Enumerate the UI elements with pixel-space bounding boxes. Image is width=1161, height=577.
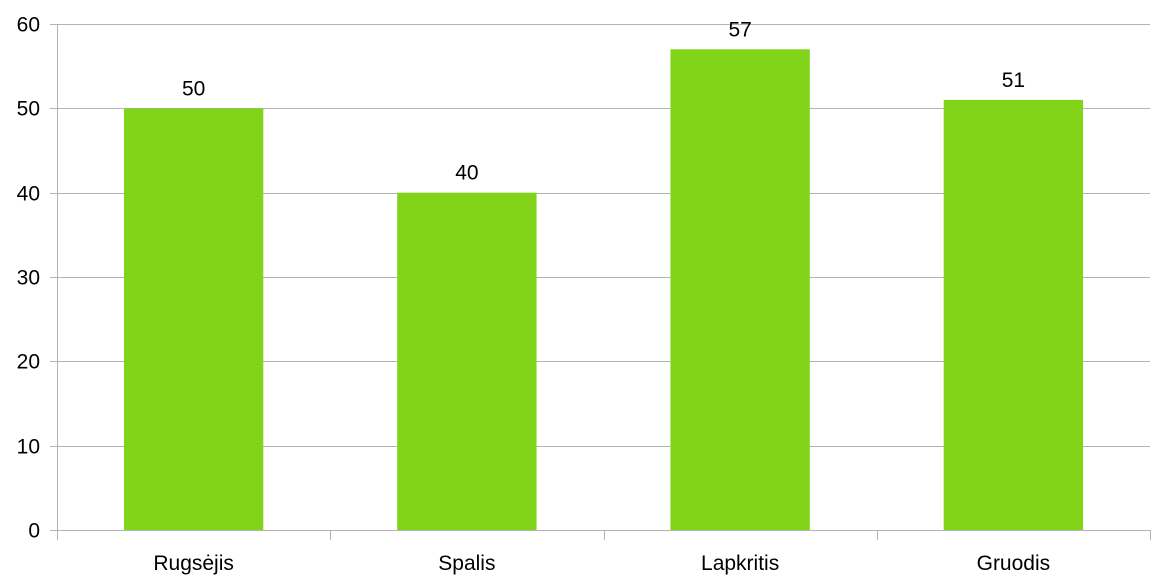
x-tick-label: Gruodis xyxy=(977,552,1051,575)
data-label: 57 xyxy=(728,18,751,41)
x-tick-label: Spalis xyxy=(438,552,495,575)
y-tick-label: 20 xyxy=(17,351,40,374)
y-tick-label: 60 xyxy=(17,14,40,37)
y-tick-label: 30 xyxy=(17,267,40,290)
y-tick-label: 10 xyxy=(17,436,40,459)
y-tick-label: 40 xyxy=(17,183,40,206)
bar-2 xyxy=(397,192,537,530)
data-labels: 50 40 57 51 xyxy=(182,18,1025,184)
x-tick-label: Rugsėjis xyxy=(153,552,234,575)
data-label: 51 xyxy=(1002,69,1025,92)
x-tick-label: Lapkritis xyxy=(701,552,779,575)
bars xyxy=(123,49,1084,531)
y-tick-label: 50 xyxy=(17,98,40,121)
x-axis-tick-labels: Rugsėjis Spalis Lapkritis Gruodis xyxy=(153,552,1050,575)
data-label: 50 xyxy=(182,77,205,100)
bar-4 xyxy=(943,99,1084,531)
y-axis-tick-labels: 0 10 20 30 40 50 60 xyxy=(17,14,40,543)
data-label: 40 xyxy=(455,162,478,185)
bar-1 xyxy=(123,108,264,530)
axes xyxy=(57,24,1151,540)
bar-3 xyxy=(670,49,810,531)
y-tick-label: 0 xyxy=(28,520,40,543)
